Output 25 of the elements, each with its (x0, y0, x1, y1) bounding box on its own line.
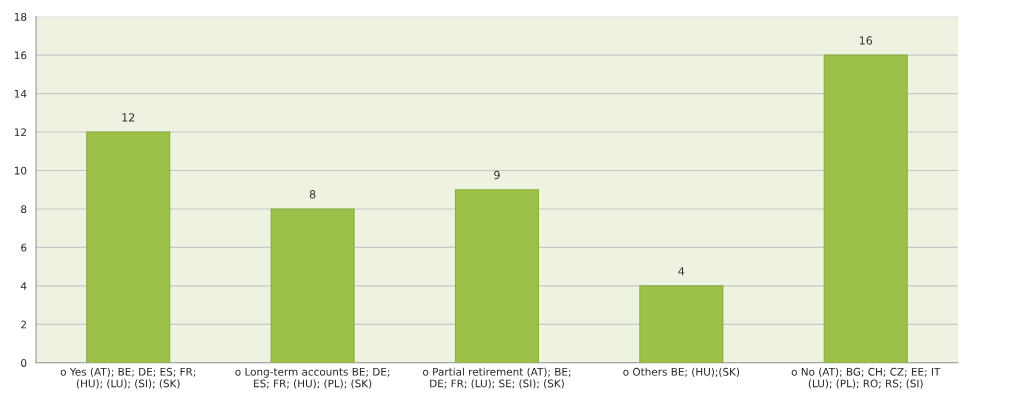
bar (454, 189, 540, 363)
y-tick-label: 2 (21, 320, 26, 329)
x-tick-label: o Long-term accounts BE; DE; ES; FR; (HU); (PL); (SK) (235, 367, 390, 389)
y-tick-label: 18 (14, 12, 27, 21)
bar (270, 208, 355, 363)
y-tick-label: 0 (21, 359, 27, 367)
data-label: 12 (122, 113, 135, 122)
x-tick-label: o Others BE; (HU);(SK) (623, 367, 740, 377)
bar (86, 131, 171, 363)
bar (823, 54, 908, 363)
y-tick-label: 12 (14, 128, 26, 137)
data-label: 16 (859, 36, 873, 45)
x-tick-label: o No (AT); BG; CH; CZ; EE; IT (LU); (PL); RO; RS; (SI) (791, 367, 941, 389)
y-tick-label: 10 (14, 166, 27, 175)
y-tick-label: 4 (20, 282, 27, 290)
data-label: 8 (309, 190, 316, 199)
y-tick-label: 14 (14, 89, 27, 98)
x-tick-label: o Yes (AT); BE; DE; ES; FR; (HU); (LU); (SI); (SK) (60, 367, 196, 389)
data-label: 4 (678, 267, 685, 276)
y-tick-label: 6 (21, 243, 27, 252)
y-tick-label: 16 (14, 51, 27, 60)
data-label: 9 (494, 170, 500, 180)
x-tick-label: o Partial retirement (AT); BE; DE; FR; (LU); SE; (SI); (SK) (423, 367, 571, 389)
y-tick-label: 8 (21, 205, 27, 214)
bar (639, 285, 724, 363)
